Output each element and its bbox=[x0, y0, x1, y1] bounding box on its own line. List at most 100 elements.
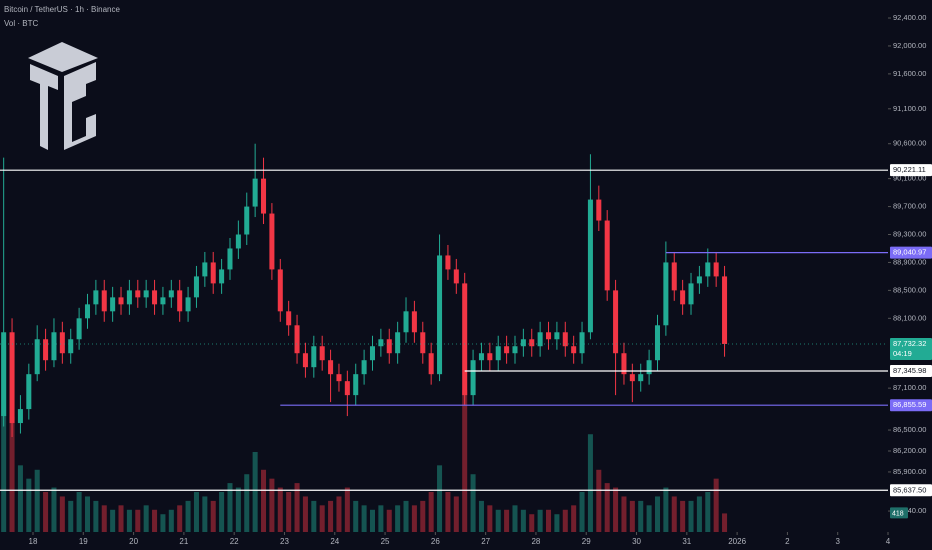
volume-bar bbox=[663, 487, 669, 532]
volume-bar bbox=[546, 509, 552, 532]
candle-body bbox=[571, 346, 577, 354]
candle-body bbox=[286, 311, 292, 326]
volume-bar bbox=[378, 505, 384, 532]
volume-bar bbox=[1, 345, 7, 532]
candle-body bbox=[537, 332, 543, 347]
candle-body bbox=[185, 297, 191, 312]
candle-body bbox=[93, 290, 99, 305]
volume-bar bbox=[428, 492, 434, 532]
candle-body bbox=[722, 276, 728, 344]
volume-bar bbox=[235, 487, 241, 532]
candle-body bbox=[470, 360, 476, 396]
chart-subtitle: Vol · BTC bbox=[4, 19, 38, 28]
volume-bar bbox=[328, 500, 334, 532]
candle-body bbox=[403, 311, 409, 333]
candle-body bbox=[84, 304, 91, 319]
volume-bar bbox=[160, 514, 166, 532]
volume-bar bbox=[17, 465, 23, 532]
volume-bar bbox=[520, 509, 526, 532]
volume-bar bbox=[621, 496, 627, 532]
candle-body bbox=[210, 262, 216, 284]
level-label: 86,855.59 bbox=[893, 400, 926, 409]
volume-bar bbox=[193, 492, 199, 532]
candle-body bbox=[462, 283, 468, 396]
y-tick-label: 89,700.00 bbox=[893, 202, 926, 211]
volume-bar bbox=[269, 478, 275, 532]
candle-body bbox=[219, 269, 225, 284]
candle-body bbox=[143, 290, 149, 298]
candle-body bbox=[654, 325, 661, 361]
candle-body bbox=[546, 332, 552, 340]
volume-bar bbox=[713, 478, 719, 532]
candle-body bbox=[671, 262, 677, 291]
candle-body bbox=[344, 381, 350, 396]
candle-body bbox=[478, 353, 484, 361]
volume-bar bbox=[51, 487, 57, 532]
candle-body bbox=[51, 332, 57, 361]
level-tag bbox=[890, 164, 932, 177]
candle-body bbox=[495, 346, 501, 361]
volume-bar bbox=[353, 500, 359, 532]
level-tag bbox=[890, 246, 932, 259]
chart-title: Bitcoin / TetherUS · 1h · Binance bbox=[4, 5, 120, 14]
y-tick-label: 91,600.00 bbox=[893, 69, 926, 78]
x-tick-label: 23 bbox=[280, 537, 289, 546]
y-tick-label: 87,100.00 bbox=[893, 383, 926, 392]
volume-bar bbox=[445, 492, 451, 532]
volume-bar bbox=[143, 505, 149, 532]
candle-body bbox=[252, 178, 258, 207]
candle-body bbox=[294, 325, 300, 354]
volume-bar bbox=[9, 416, 15, 532]
candle-body bbox=[512, 346, 518, 354]
candle-body bbox=[168, 290, 174, 298]
level-label: 87,345.98 bbox=[893, 366, 926, 375]
volume-bar bbox=[168, 509, 174, 532]
candle-body bbox=[160, 297, 166, 305]
candle-body bbox=[487, 353, 493, 361]
volume-bar bbox=[487, 505, 493, 532]
volume-bar bbox=[202, 496, 208, 532]
y-tick-label: 86,500.00 bbox=[893, 425, 926, 434]
candle-body bbox=[328, 360, 334, 375]
candle-body bbox=[629, 374, 635, 382]
level-tag bbox=[890, 484, 932, 497]
volume-bar bbox=[386, 509, 392, 532]
candle-body bbox=[1, 332, 7, 417]
level-label: 85,637.50 bbox=[893, 485, 926, 494]
volume-bar bbox=[554, 514, 560, 532]
x-tick-label: 27 bbox=[481, 537, 490, 546]
candle-body bbox=[59, 332, 65, 354]
volume-bar bbox=[126, 509, 132, 532]
x-tick-label: 24 bbox=[330, 537, 339, 546]
volume-bar bbox=[227, 483, 233, 532]
candle-body bbox=[34, 339, 40, 375]
x-tick-label: 31 bbox=[682, 537, 691, 546]
volume-bar bbox=[453, 496, 459, 532]
volume-bar bbox=[210, 500, 216, 532]
candle-body bbox=[227, 248, 233, 270]
volume-bar bbox=[76, 492, 82, 532]
candle-body bbox=[604, 220, 610, 291]
candle-body bbox=[76, 318, 82, 340]
volume-bar bbox=[504, 509, 510, 532]
volume-bar bbox=[579, 492, 585, 532]
candle-body bbox=[688, 283, 694, 305]
candle-body bbox=[587, 199, 593, 333]
x-tick-label: 3 bbox=[835, 537, 840, 546]
volume-bar bbox=[59, 496, 65, 532]
candle-body bbox=[638, 374, 644, 382]
candle-body bbox=[420, 332, 426, 354]
y-tick-label: 92,000.00 bbox=[893, 41, 926, 50]
candle-body bbox=[336, 374, 342, 382]
volume-bar bbox=[252, 452, 258, 532]
x-tick-label: 18 bbox=[29, 537, 38, 546]
volume-bar bbox=[722, 513, 728, 532]
x-tick-label: 19 bbox=[79, 537, 88, 546]
level-tag bbox=[890, 364, 932, 377]
candle-body bbox=[596, 199, 602, 221]
candle-body bbox=[269, 213, 275, 270]
volume-bar bbox=[395, 505, 401, 532]
x-tick-label: 21 bbox=[179, 537, 188, 546]
volume-bar bbox=[529, 514, 535, 532]
